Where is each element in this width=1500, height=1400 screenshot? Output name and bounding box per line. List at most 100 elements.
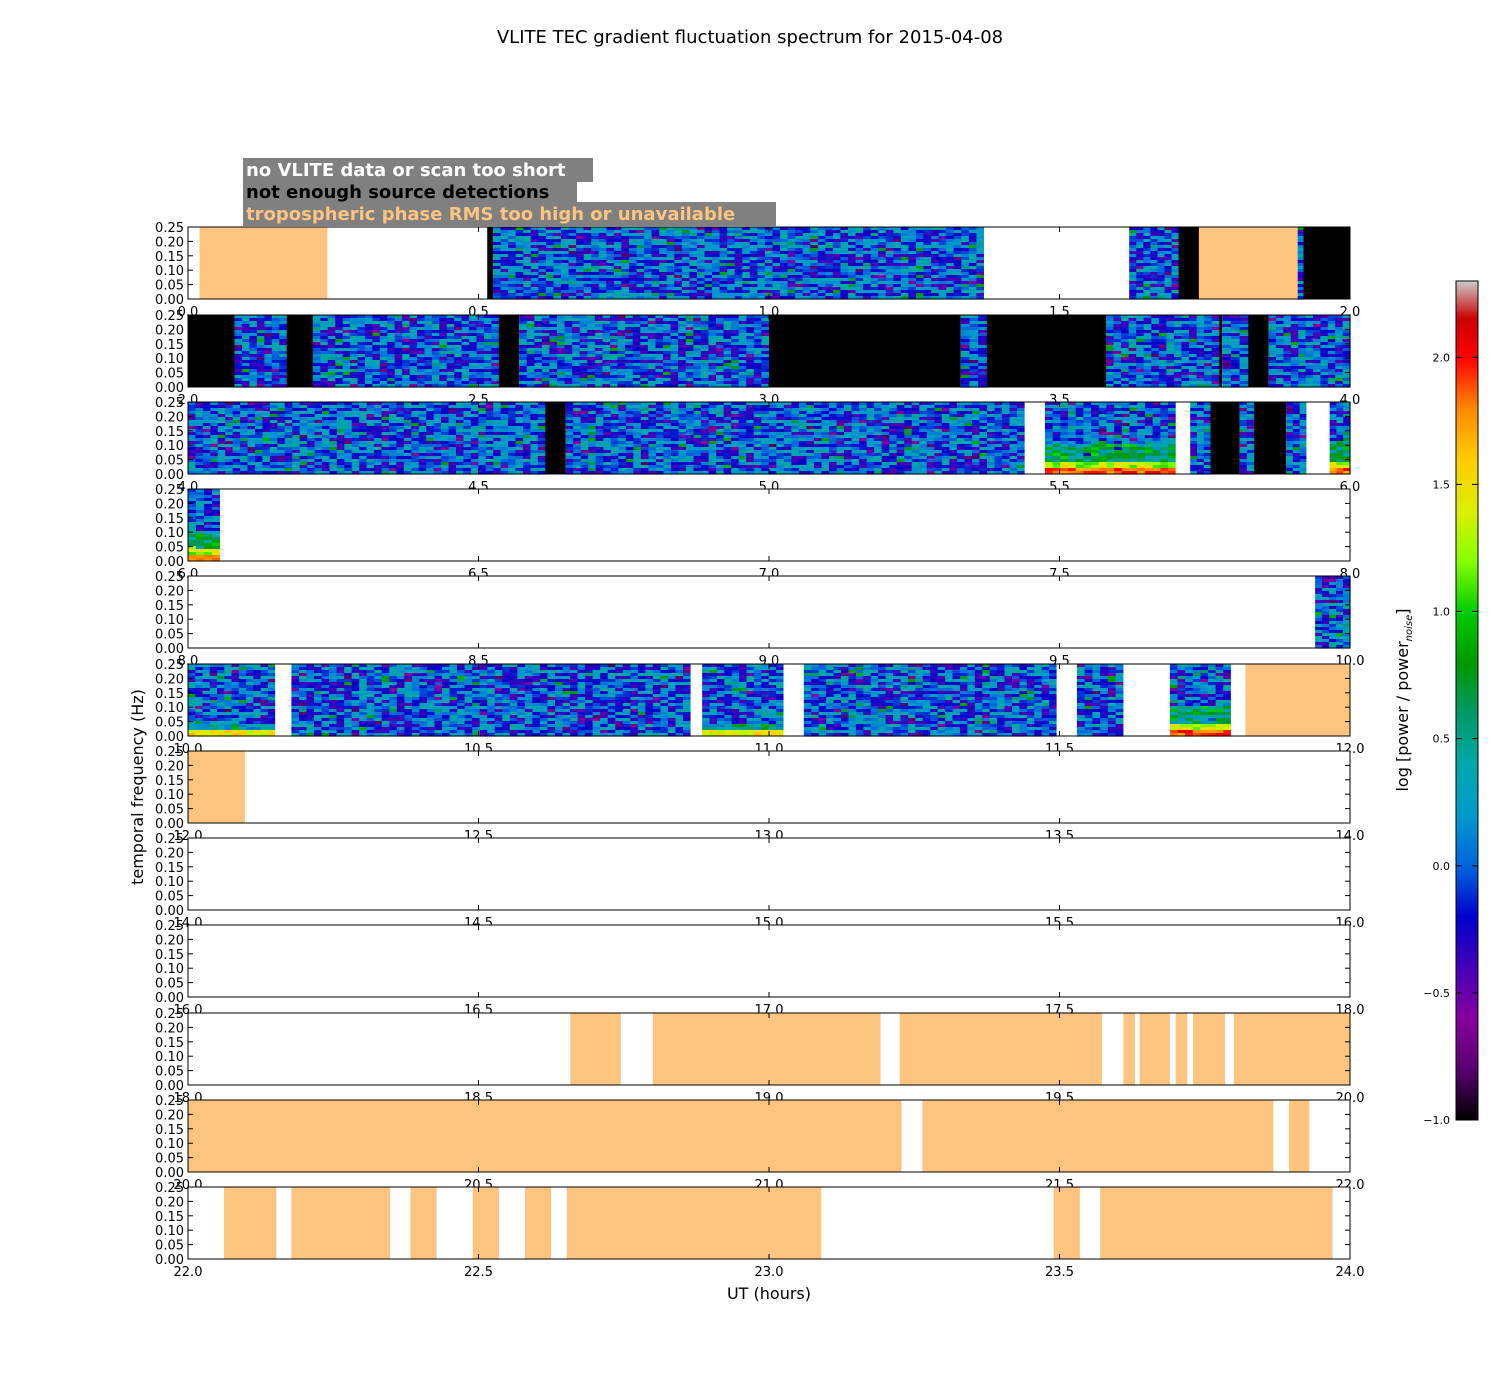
spectrum-cell — [500, 290, 509, 294]
spectrum-cell — [1204, 384, 1213, 388]
spectrum-cell — [628, 254, 638, 258]
spectrum-cell — [621, 281, 630, 285]
spectrum-cell — [1211, 363, 1220, 367]
spectrum-cell — [409, 360, 418, 364]
spectrum-cell — [549, 336, 558, 340]
spectrum-cell — [953, 260, 962, 264]
spectrum-cell — [621, 236, 630, 240]
spectrum-cell — [1230, 360, 1241, 364]
spectrum-cell — [357, 381, 366, 385]
spectrum-cell — [1189, 357, 1198, 361]
spectrum-cell — [202, 420, 211, 424]
spectrum-cell — [1143, 266, 1151, 270]
flag-legend: no VLITE data or scan too short not enou… — [243, 158, 776, 226]
spectrum-cell — [1276, 351, 1285, 355]
spectrum-cell — [764, 251, 774, 255]
spectrum-cell — [519, 339, 528, 343]
spectrum-cell — [568, 230, 577, 234]
spectrum-cell — [591, 272, 600, 276]
spectrum-cell — [678, 330, 687, 334]
spectrum-cell — [500, 230, 509, 234]
spectrum-cell — [708, 345, 717, 349]
spectrum-cell — [753, 333, 763, 337]
spectrum-cell — [264, 354, 273, 358]
spectrum-cell — [976, 257, 985, 261]
spectrum-cell — [417, 321, 426, 325]
spectrum-cell — [1196, 354, 1205, 358]
spectrum-cell — [685, 378, 694, 382]
spectrum-cell — [632, 372, 641, 376]
spectrum-cell — [530, 275, 539, 279]
spectrum-cell — [946, 227, 955, 231]
spectrum-cell — [817, 227, 826, 231]
spectrum-cell — [764, 281, 774, 285]
spectrum-cell — [681, 278, 690, 282]
spectrum-cell — [312, 333, 321, 337]
spectrum-cell — [663, 336, 672, 340]
spectrum-cell — [1166, 333, 1175, 337]
spectrum-cell — [1283, 363, 1292, 367]
spectrum-cell — [1297, 242, 1305, 246]
spectrum-cell — [1151, 348, 1160, 352]
spectrum-cell — [832, 248, 842, 252]
spectrum-cell — [247, 468, 256, 472]
spectrum-cell — [269, 441, 278, 445]
spectrum-cell — [476, 348, 485, 352]
spectrum-cell — [1173, 369, 1183, 373]
spectrum-cell — [277, 411, 286, 415]
spectrum-cell — [1150, 275, 1159, 279]
spectrum-cell — [1290, 345, 1299, 349]
spectrum-cell — [491, 333, 500, 337]
spectrum-cell — [628, 293, 638, 297]
spectrum-cell — [746, 321, 755, 325]
spectrum-cell — [350, 378, 359, 382]
spectrum-cell — [772, 257, 781, 261]
spectrum-cell — [840, 278, 849, 282]
spectrum-cell — [780, 263, 789, 267]
spectrum-cell — [931, 290, 940, 294]
spectrum-cell — [1129, 263, 1137, 267]
spectrum-cell — [636, 287, 645, 291]
spectrum-cell — [202, 414, 211, 418]
spectrum-cell — [491, 321, 500, 325]
spectrum-cell — [534, 327, 543, 331]
spectrum-cell — [787, 257, 796, 261]
spectrum-cell — [978, 372, 988, 376]
spectrum-cell — [670, 381, 679, 385]
spectrum-cell — [357, 372, 366, 376]
spectrum-cell — [493, 248, 502, 252]
spectrum-cell — [632, 351, 641, 355]
spectrum-cell — [264, 348, 273, 352]
spectrum-cell — [704, 287, 713, 291]
spectrum-cell — [446, 336, 455, 340]
spectrum-cell — [545, 257, 555, 261]
spectrum-cell — [1290, 372, 1299, 376]
spectrum-cell — [613, 296, 623, 300]
spectrum-cell — [195, 420, 204, 424]
spectrum-cell — [515, 239, 524, 243]
spectrum-cell — [576, 290, 585, 294]
spectrum-cell — [431, 375, 440, 379]
spectrum-cell — [195, 435, 204, 439]
spectrum-cell — [613, 278, 623, 282]
spectrum-cell — [787, 281, 796, 285]
spectrum-cell — [878, 245, 887, 249]
spectrum-cell — [738, 330, 747, 334]
spectrum-cell — [1143, 293, 1151, 297]
spectrum-cell — [1128, 381, 1137, 385]
spectrum-cell — [587, 357, 596, 361]
spectrum-cell — [234, 333, 243, 337]
spectrum-cell — [549, 363, 558, 367]
spectrum-cell — [1121, 321, 1130, 325]
spectrum-cell — [515, 248, 524, 252]
spectrum-cell — [284, 453, 293, 457]
spectrum-cell — [613, 275, 623, 279]
spectrum-cell — [329, 459, 338, 463]
spectrum-cell — [1335, 357, 1344, 361]
spectrum-cell — [1298, 342, 1307, 346]
spectrum-cell — [598, 251, 607, 255]
spectrum-cell — [545, 281, 555, 285]
spectrum-cell — [908, 227, 917, 231]
spectrum-cell — [1230, 315, 1241, 319]
spectrum-cell — [523, 290, 532, 294]
